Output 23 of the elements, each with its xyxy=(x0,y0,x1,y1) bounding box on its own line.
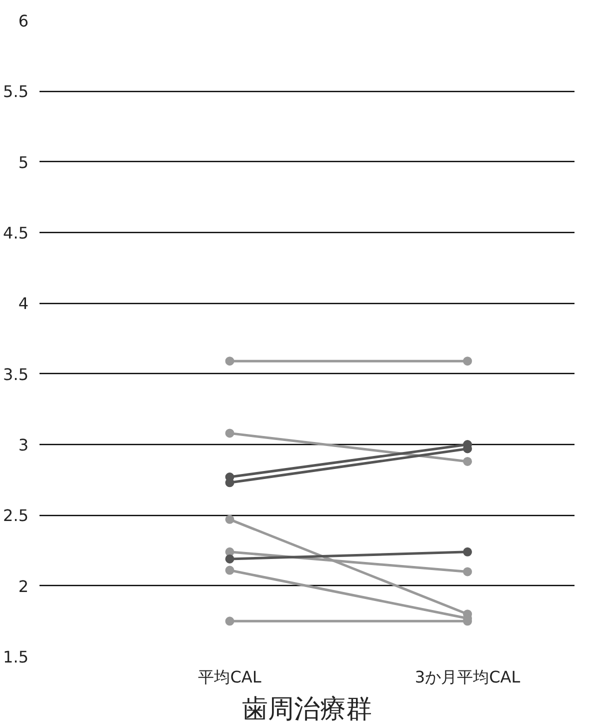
point xyxy=(225,616,234,626)
point xyxy=(225,514,234,524)
y-tick-label: 5 xyxy=(18,152,29,172)
x-tick-label: 3か月平均CAL xyxy=(414,668,520,686)
y-tick-label: 6 xyxy=(18,12,29,30)
point xyxy=(225,428,234,438)
y-tick-label: 4.5 xyxy=(3,224,29,242)
point xyxy=(225,566,234,575)
y-tick-label: 2 xyxy=(18,576,29,596)
y-tick-label: 3 xyxy=(18,436,29,454)
point xyxy=(463,356,472,366)
y-tick-label: 1.5 xyxy=(3,648,29,666)
point xyxy=(463,547,472,556)
y-tick-label: 3.5 xyxy=(3,364,29,384)
point xyxy=(463,456,472,466)
point xyxy=(463,567,472,576)
x-tick-label: 平均CAL xyxy=(198,668,262,686)
y-tick-label: 2.5 xyxy=(3,506,29,526)
point xyxy=(225,554,234,564)
y-tick-label: 4 xyxy=(18,294,29,314)
point xyxy=(225,356,234,366)
y-tick-label: 5.5 xyxy=(3,82,29,102)
x-axis-title: 歯周治療群 xyxy=(242,694,372,724)
